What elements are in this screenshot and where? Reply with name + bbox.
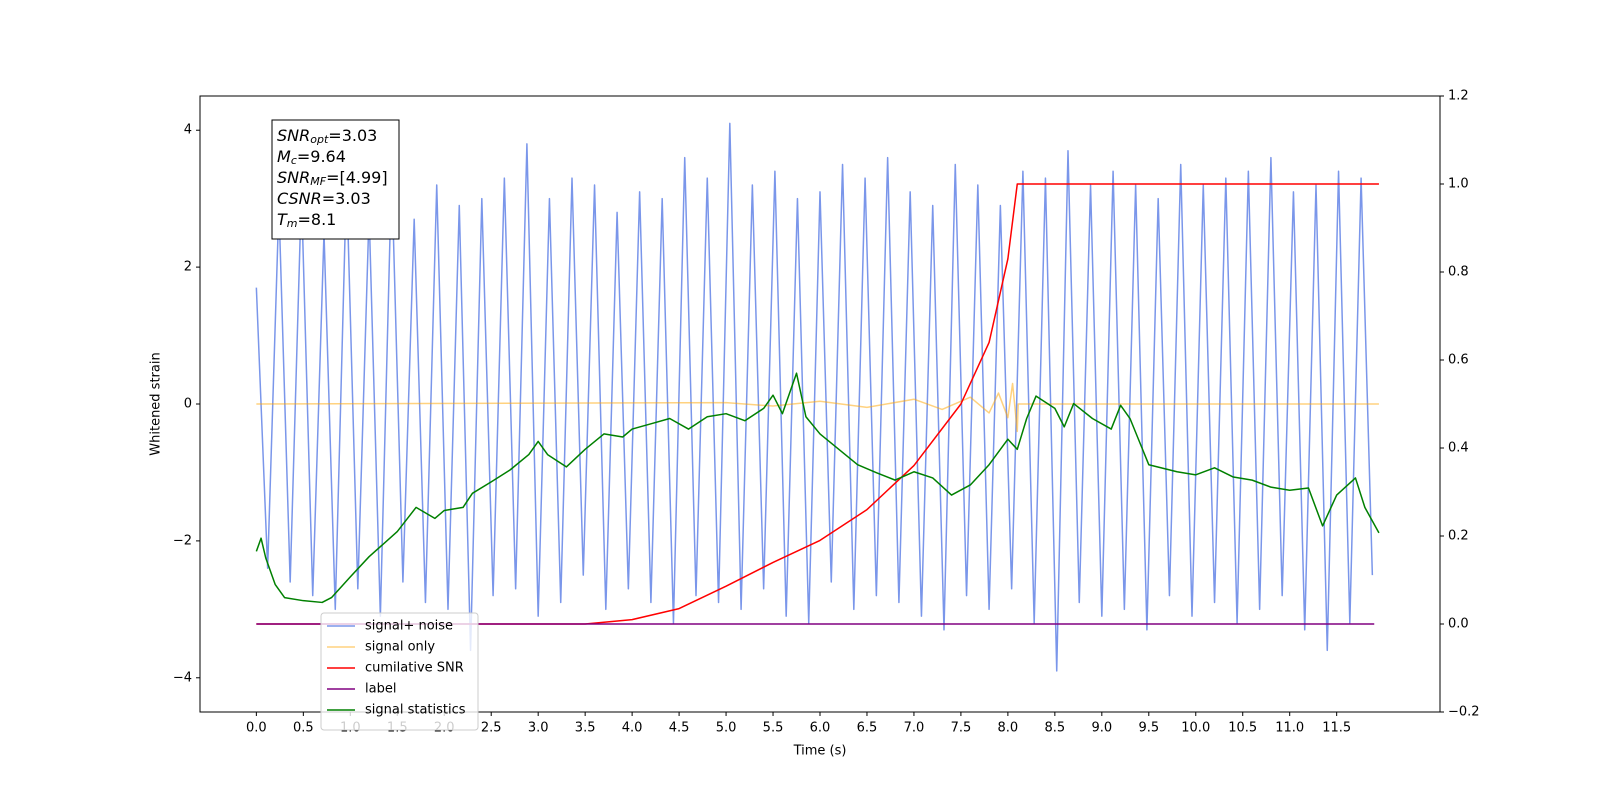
legend-label: cumilative SNR	[365, 661, 464, 676]
y-axis-label: Whitened strain	[149, 352, 164, 455]
annotation-line: Tm=8.1	[277, 210, 336, 231]
annotation-rest: =9.64	[297, 147, 346, 166]
y2-tick-label: 0.8	[1448, 265, 1469, 280]
legend-box	[320, 612, 479, 731]
x-tick-label: 10.5	[1228, 721, 1257, 736]
x-tick-label: 9.0	[1091, 721, 1112, 736]
x-tick-label: 10.0	[1181, 721, 1210, 736]
x-tick-label: 6.0	[810, 721, 831, 736]
x-tick-label: 6.5	[857, 721, 878, 736]
legend-label: label	[365, 682, 396, 697]
series-line	[256, 382, 1379, 433]
annotation-line: SNRopt=3.03	[277, 126, 377, 147]
annotation-box	[271, 119, 400, 240]
legend-label: signal only	[365, 640, 435, 655]
annotation-base: SNR	[277, 126, 310, 145]
x-tick-label: 11.5	[1322, 721, 1351, 736]
y2-tick-label: 0.6	[1448, 353, 1469, 368]
x-axis-label: Time (s)	[793, 744, 847, 759]
annotation: SNRopt=3.03Mc=9.64SNRMF=[4.99]CSNR=3.03T…	[271, 119, 400, 240]
annotation-line: CSNR=3.03	[277, 189, 371, 208]
annotation-sub: opt	[310, 133, 329, 146]
x-tick-label: 9.5	[1138, 721, 1159, 736]
annotation-base: M	[277, 147, 291, 166]
x-tick-label: 8.5	[1045, 721, 1066, 736]
annotation-rest: =3.03	[328, 126, 377, 145]
x-tick-label: 3.5	[575, 721, 596, 736]
annotation-base: SNR	[277, 168, 310, 187]
y2-tick-label: 0.4	[1448, 441, 1469, 456]
series-line	[255, 122, 1374, 672]
x-tick-label: 2.5	[481, 721, 502, 736]
y2-tick-label: 0.0	[1448, 617, 1469, 632]
y-tick-label: −4	[173, 670, 192, 685]
x-tick-label: 5.0	[716, 721, 737, 736]
x-tick-label: 7.5	[951, 721, 972, 736]
annotation-base: T	[277, 210, 288, 229]
x-tick-label: 4.0	[622, 721, 643, 736]
annotation-line: Mc=9.64	[277, 147, 346, 168]
annotation-line: SNRMF=[4.99]	[277, 168, 388, 189]
annotation-rest: =3.03	[322, 189, 371, 208]
legend-label: signal statistics	[365, 703, 466, 718]
y2-tick-label: 1.0	[1448, 177, 1469, 192]
x-tick-label: 4.5	[669, 721, 690, 736]
x-tick-label: 0.0	[246, 721, 267, 736]
x-tick-label: 5.5	[763, 721, 784, 736]
legend: signal+ noise signal only cumilative SNR la…	[320, 612, 479, 731]
series-line	[256, 183, 1379, 625]
annotation-rest: =[4.99]	[326, 168, 388, 187]
x-tick-label: 0.5	[293, 721, 314, 736]
y2-tick-label: 0.2	[1448, 529, 1469, 544]
y-tick-label: 4	[184, 123, 192, 138]
annotation-sub: m	[287, 217, 298, 230]
x-tick-label: 8.0	[998, 721, 1019, 736]
annotation-rest: =8.1	[298, 210, 337, 229]
x-tick-label: 3.0	[528, 721, 549, 736]
legend-label: signal+ noise	[365, 619, 453, 634]
y-tick-label: 0	[184, 397, 192, 412]
y-tick-label: 2	[184, 260, 192, 275]
x-tick-label: 11.0	[1275, 721, 1304, 736]
y2-tick-label: −0.2	[1448, 705, 1480, 720]
y-tick-label: −2	[173, 533, 192, 548]
annotation-base: CSNR	[277, 189, 322, 208]
annotation-sub: c	[291, 154, 297, 167]
x-tick-label: 7.0	[904, 721, 925, 736]
series-line	[255, 372, 1380, 604]
annotation-sub: MF	[310, 175, 326, 188]
y2-tick-label: 1.2	[1448, 89, 1469, 104]
